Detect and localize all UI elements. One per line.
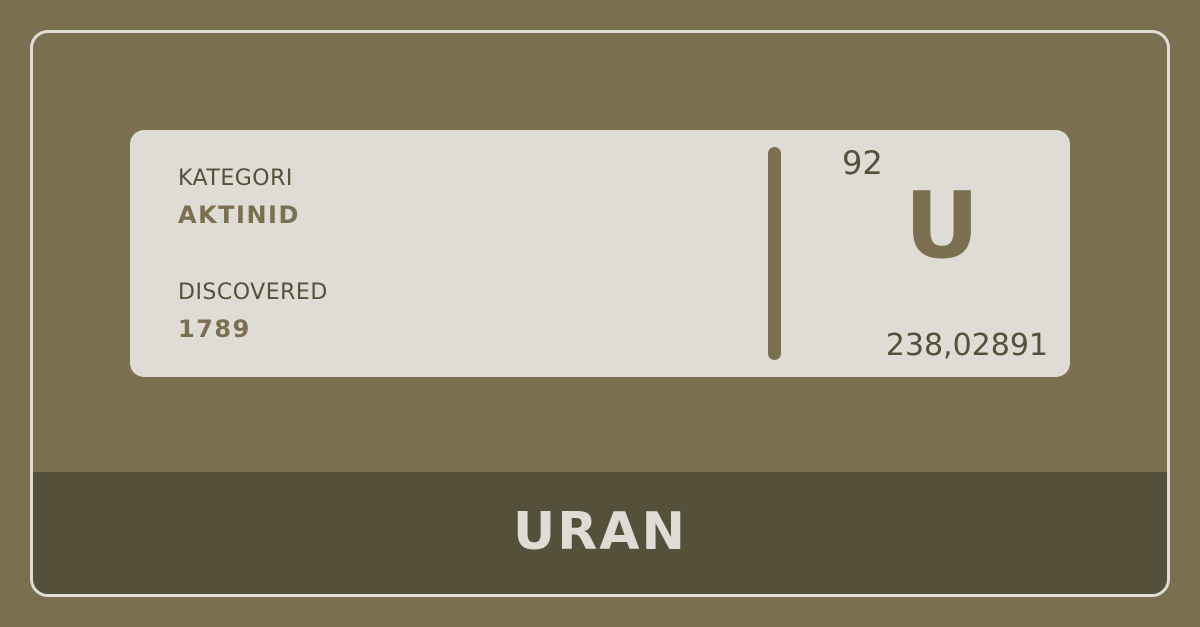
atomic-mass: 238,02891 <box>885 328 1048 363</box>
element-card-frame: KATEGORI AKTINID DISCOVERED 1789 92 U 23… <box>30 30 1170 597</box>
atomic-number: 92 <box>842 144 883 182</box>
vertical-divider <box>768 147 781 360</box>
element-symbol: U <box>904 172 980 279</box>
element-name: URAN <box>512 502 688 562</box>
category-value: AKTINID <box>178 201 300 229</box>
category-label: KATEGORI <box>178 166 293 191</box>
element-info-card: KATEGORI AKTINID DISCOVERED 1789 92 U 23… <box>130 130 1070 377</box>
discovered-value: 1789 <box>178 315 251 343</box>
discovered-label: DISCOVERED <box>178 280 328 305</box>
name-footer: URAN <box>33 472 1167 594</box>
